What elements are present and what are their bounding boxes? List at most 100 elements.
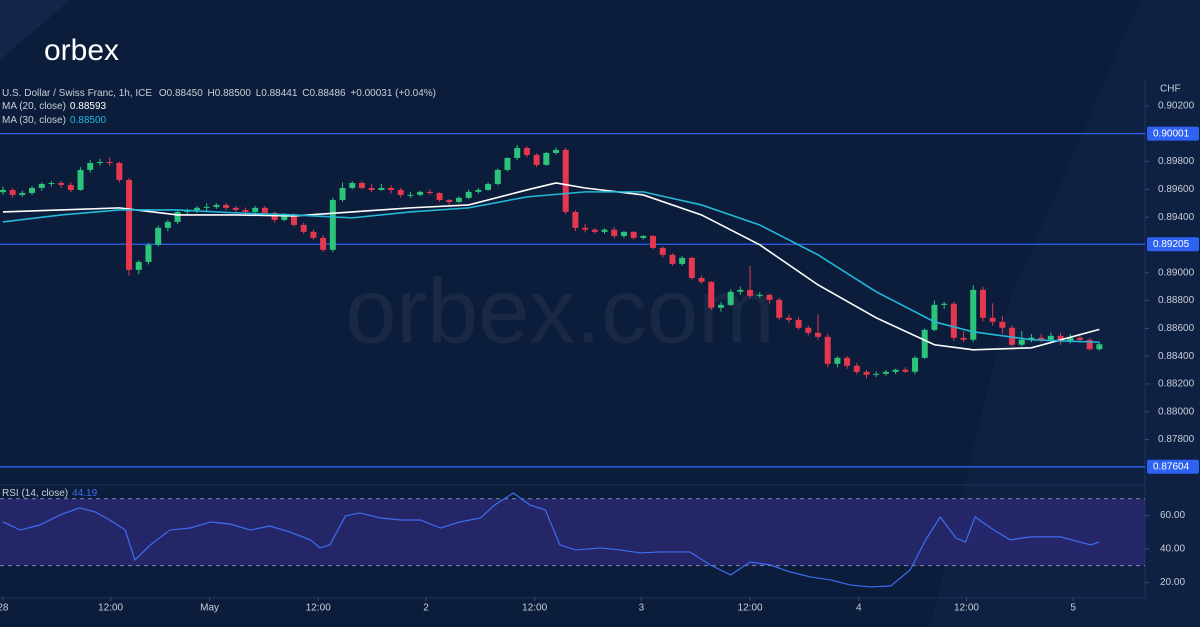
candle-body: [912, 357, 919, 372]
candle-body: [1028, 337, 1035, 340]
candle-body: [116, 162, 123, 180]
x-tick-label: May: [200, 603, 219, 614]
y-tick-label: 0.88000: [1158, 406, 1195, 417]
ohlc-label: O: [159, 88, 167, 99]
candle-body: [620, 231, 627, 236]
candle-body: [475, 189, 482, 192]
legend-value: 0.88500: [70, 115, 107, 126]
candle-body: [853, 365, 860, 372]
candle-body: [1009, 327, 1016, 345]
candle-body: [349, 182, 356, 188]
candle-body: [1047, 335, 1054, 340]
ohlc-label: L: [256, 88, 262, 99]
watermark: orbex.com: [345, 260, 775, 362]
ohlc-value: 0.88500: [215, 88, 252, 99]
rsi-value: 44.19: [72, 488, 97, 499]
candle-body: [339, 187, 346, 200]
candle-body: [776, 299, 783, 318]
candle-body: [747, 289, 754, 296]
candle-body: [1038, 337, 1045, 340]
candle-body: [902, 369, 909, 372]
rsi-band: [0, 498, 1145, 566]
candle-body: [9, 189, 16, 195]
candle-body: [679, 257, 686, 264]
candle-body: [562, 149, 569, 212]
ohlc-value: 0.88450: [167, 88, 204, 99]
candle-body: [155, 227, 162, 245]
ohlc-label: H: [208, 88, 215, 99]
candle-body: [87, 162, 94, 170]
candle-body: [407, 194, 414, 196]
candle-body: [824, 336, 831, 364]
candle-body: [941, 303, 948, 305]
candle-body: [523, 147, 530, 155]
level-label: 0.87604: [1153, 461, 1190, 472]
candle-body: [708, 281, 715, 308]
candle-body: [970, 289, 977, 340]
candle-body: [979, 289, 986, 318]
candle-body: [785, 317, 792, 320]
candle-body: [960, 337, 967, 340]
y-tick-label: 0.89000: [1158, 267, 1195, 278]
legend-value: 0.88593: [70, 101, 107, 112]
candle-body: [814, 332, 821, 337]
candle-body: [873, 373, 880, 375]
candle-body: [77, 169, 84, 190]
candle-body: [291, 214, 298, 225]
candle-body: [397, 189, 404, 195]
candle-body: [388, 187, 395, 190]
candle-body: [659, 247, 666, 255]
candle-body: [38, 183, 45, 188]
candle-body: [358, 182, 365, 188]
y-tick-label: 0.89800: [1158, 156, 1195, 167]
x-tick-label: 3: [639, 603, 645, 614]
rsi-line: [2, 492, 1100, 588]
x-tick-label: 5: [1070, 603, 1076, 614]
candle-body: [989, 317, 996, 322]
candle-body: [48, 182, 55, 184]
x-tick-label: 12:00: [954, 603, 979, 614]
candle-body: [232, 207, 239, 210]
candle-body: [650, 235, 657, 248]
candle-body: [417, 191, 424, 195]
x-tick-label: 2: [423, 603, 429, 614]
y-tick-label: 0.88600: [1158, 323, 1195, 334]
candle-body: [126, 179, 133, 270]
y-tick-label: 0.88200: [1158, 379, 1195, 390]
legend-name: MA (30, close): [2, 115, 66, 126]
candle-body: [514, 147, 521, 158]
level-label-box: [1147, 126, 1199, 141]
candle-body: [485, 183, 492, 190]
y-tick-label: 0.90200: [1158, 101, 1195, 112]
candle-body: [1096, 344, 1103, 350]
candle-body: [737, 289, 744, 292]
candle-body: [591, 229, 598, 232]
decor: [0, 0, 70, 60]
candle-body: [1057, 335, 1064, 342]
candle-body: [193, 207, 200, 210]
rsi-name: RSI (14, close): [2, 488, 68, 499]
candle-body: [611, 229, 618, 236]
candle-body: [543, 152, 550, 165]
x-tick-label: 12:00: [98, 603, 123, 614]
candle-body: [1067, 337, 1074, 342]
rsi-tick-label: 40.00: [1160, 544, 1185, 555]
candle-body: [281, 214, 288, 220]
candle-body: [863, 371, 870, 375]
candle-body: [252, 207, 259, 212]
level-label: 0.89205: [1153, 239, 1190, 250]
ohlc-change: +0.00031 (+0.04%): [350, 88, 436, 99]
candle-body: [921, 329, 928, 358]
candle-body: [203, 206, 210, 208]
candle-body: [242, 209, 249, 212]
candle-body: [717, 304, 724, 308]
candle-body: [426, 191, 433, 193]
candle-body: [805, 327, 812, 333]
level-label-box: [1147, 237, 1199, 252]
candle-body: [882, 371, 889, 374]
candle-body: [164, 221, 171, 228]
candle-body: [533, 154, 540, 165]
rsi-legend: RSI (14, close) 44.19: [2, 488, 98, 499]
level-label: 0.90001: [1153, 128, 1190, 139]
